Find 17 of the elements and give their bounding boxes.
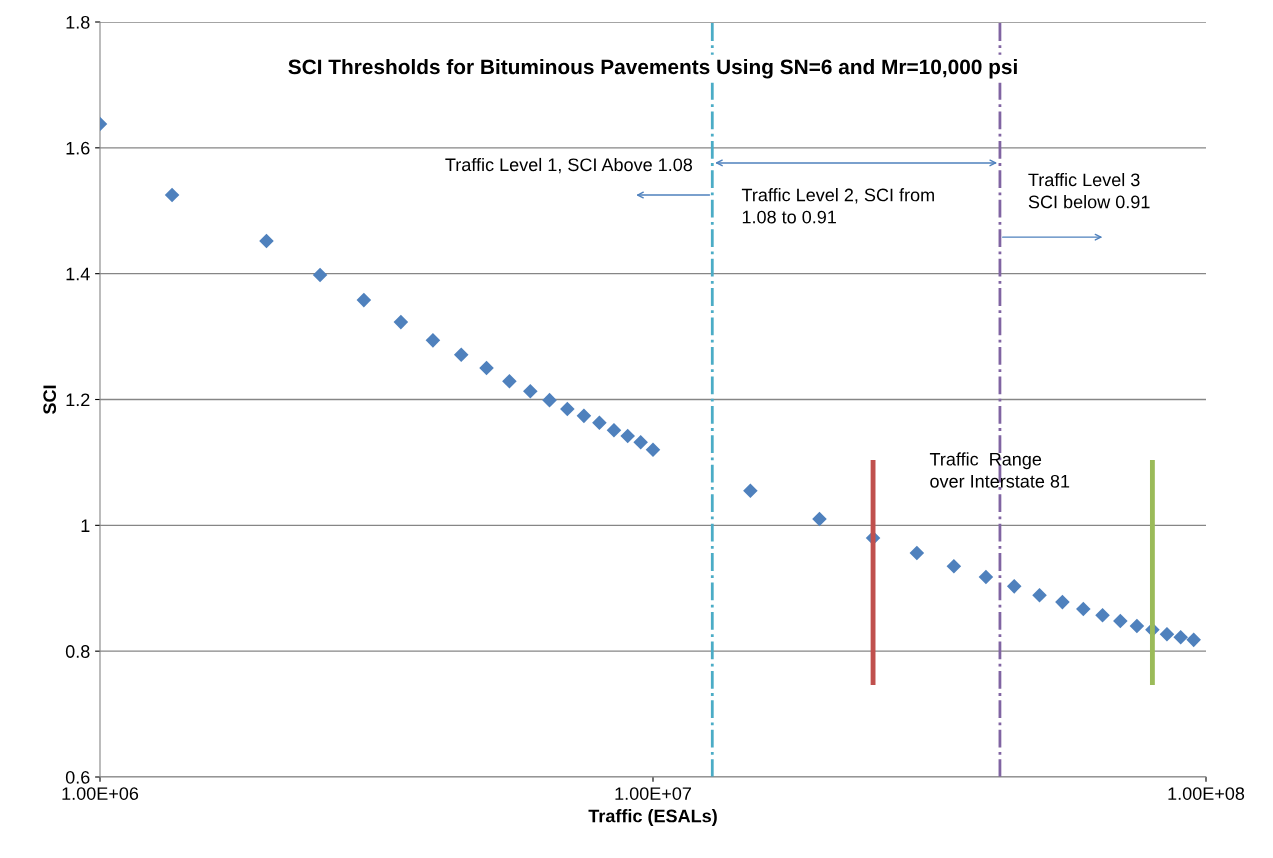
y-tick-label: 1.6	[66, 141, 90, 155]
annotation: Traffic Level 2, SCI from 1.08 to 0.91	[741, 188, 934, 224]
x-tick-label: 1.00E+07	[615, 787, 691, 800]
y-tick-label: 1	[81, 519, 90, 532]
y-axis-title: SCI	[43, 385, 57, 415]
y-tick-label: 0.8	[65, 645, 90, 658]
text: SCI Thresholds for Bituminous Pavements Using SN=6 and Mr=10,000 psi	[288, 58, 1017, 79]
x-tick-label: 1.00E+06	[62, 787, 139, 800]
annotation: Traffic Range over Interstate 81	[929, 452, 1070, 488]
y-tick-label: 1.4	[66, 267, 90, 281]
annotation: Traffic Level 3 SCI below 0.91	[1028, 173, 1150, 209]
annotation: Traffic Level 1, SCI Above 1.08	[445, 157, 693, 174]
x-axis-title: Traffic (ESALs)	[588, 809, 717, 826]
y-tick-label: 1.2	[66, 393, 90, 407]
x-tick-label: 1.00E+08	[1168, 787, 1245, 800]
y-tick-label: 0.6	[65, 770, 90, 784]
y-tick-label: 1.8	[66, 15, 90, 29]
